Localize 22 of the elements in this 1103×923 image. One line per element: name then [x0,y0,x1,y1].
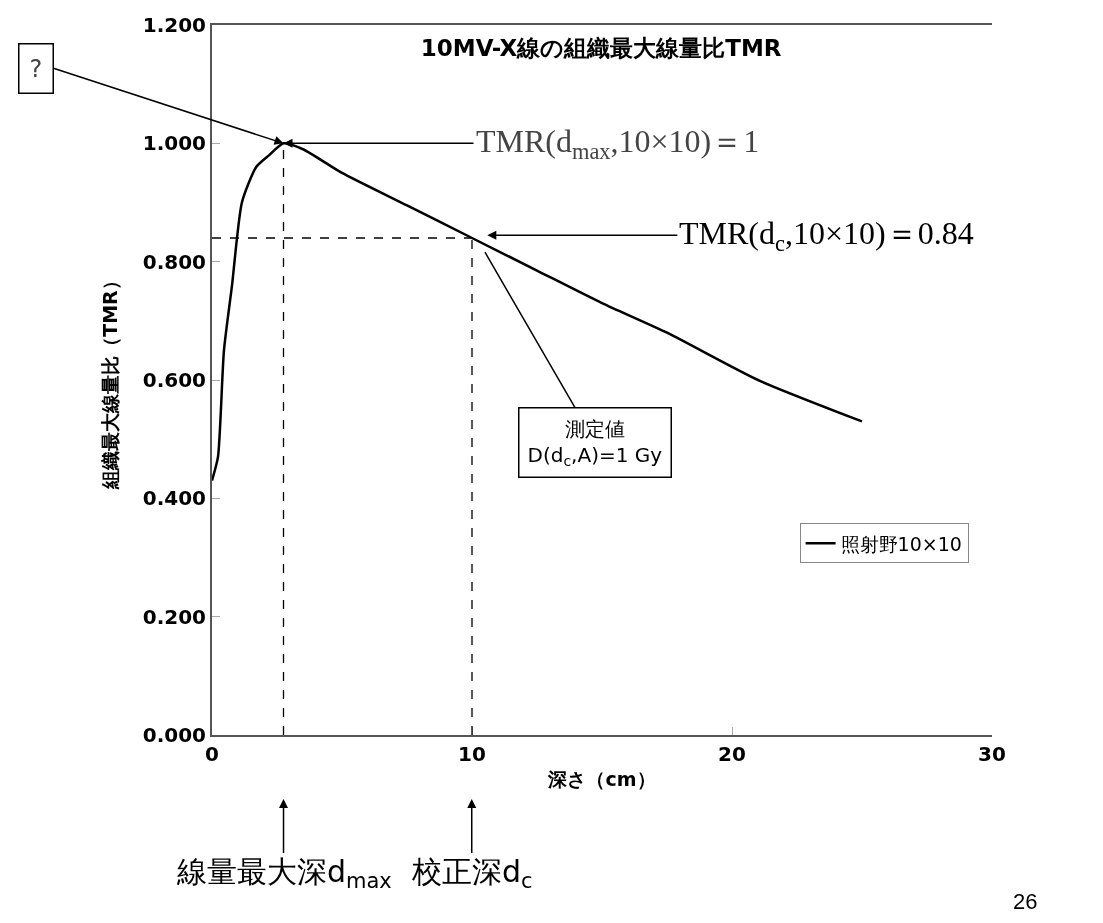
y-tick-label: 0.600 [142,368,206,392]
y-tick-label: 0.000 [142,723,206,747]
annotation: ? [29,54,43,83]
annotation: TMR(d$_{c}$,10×10)＝0.84 [679,215,974,256]
text: 26 [1013,889,1038,914]
text: 校正深d$_{c}$ [411,854,533,894]
y-axis-title: 組織最大線量比（TMR） [99,271,122,490]
x-tick-label: 30 [978,742,1006,766]
x-tick-label: 0 [205,742,219,766]
x-axis-title: 深さ（cm） [547,768,656,791]
y-tick-label: 0.800 [142,249,206,274]
x-tick-label: 10 [458,742,486,766]
text: 10MV-X線の組織最大線量比TMR [420,35,782,62]
annotation: TMR(d$_{max}$,10×10)＝1 [476,123,760,164]
y-tick-label: 0.200 [142,604,206,629]
x-tick-label: 20 [718,742,746,766]
annotation: 測定値 D(d$_{c}$,A)=1 Gy [527,416,663,469]
text: 線量最大深d$_{max}$ [176,854,392,894]
legend-label: 照射野10×10 [840,532,962,555]
y-tick-label: 1.200 [142,13,206,37]
y-tick-label: 1.000 [142,131,206,156]
y-tick-label: 0.400 [142,486,206,511]
